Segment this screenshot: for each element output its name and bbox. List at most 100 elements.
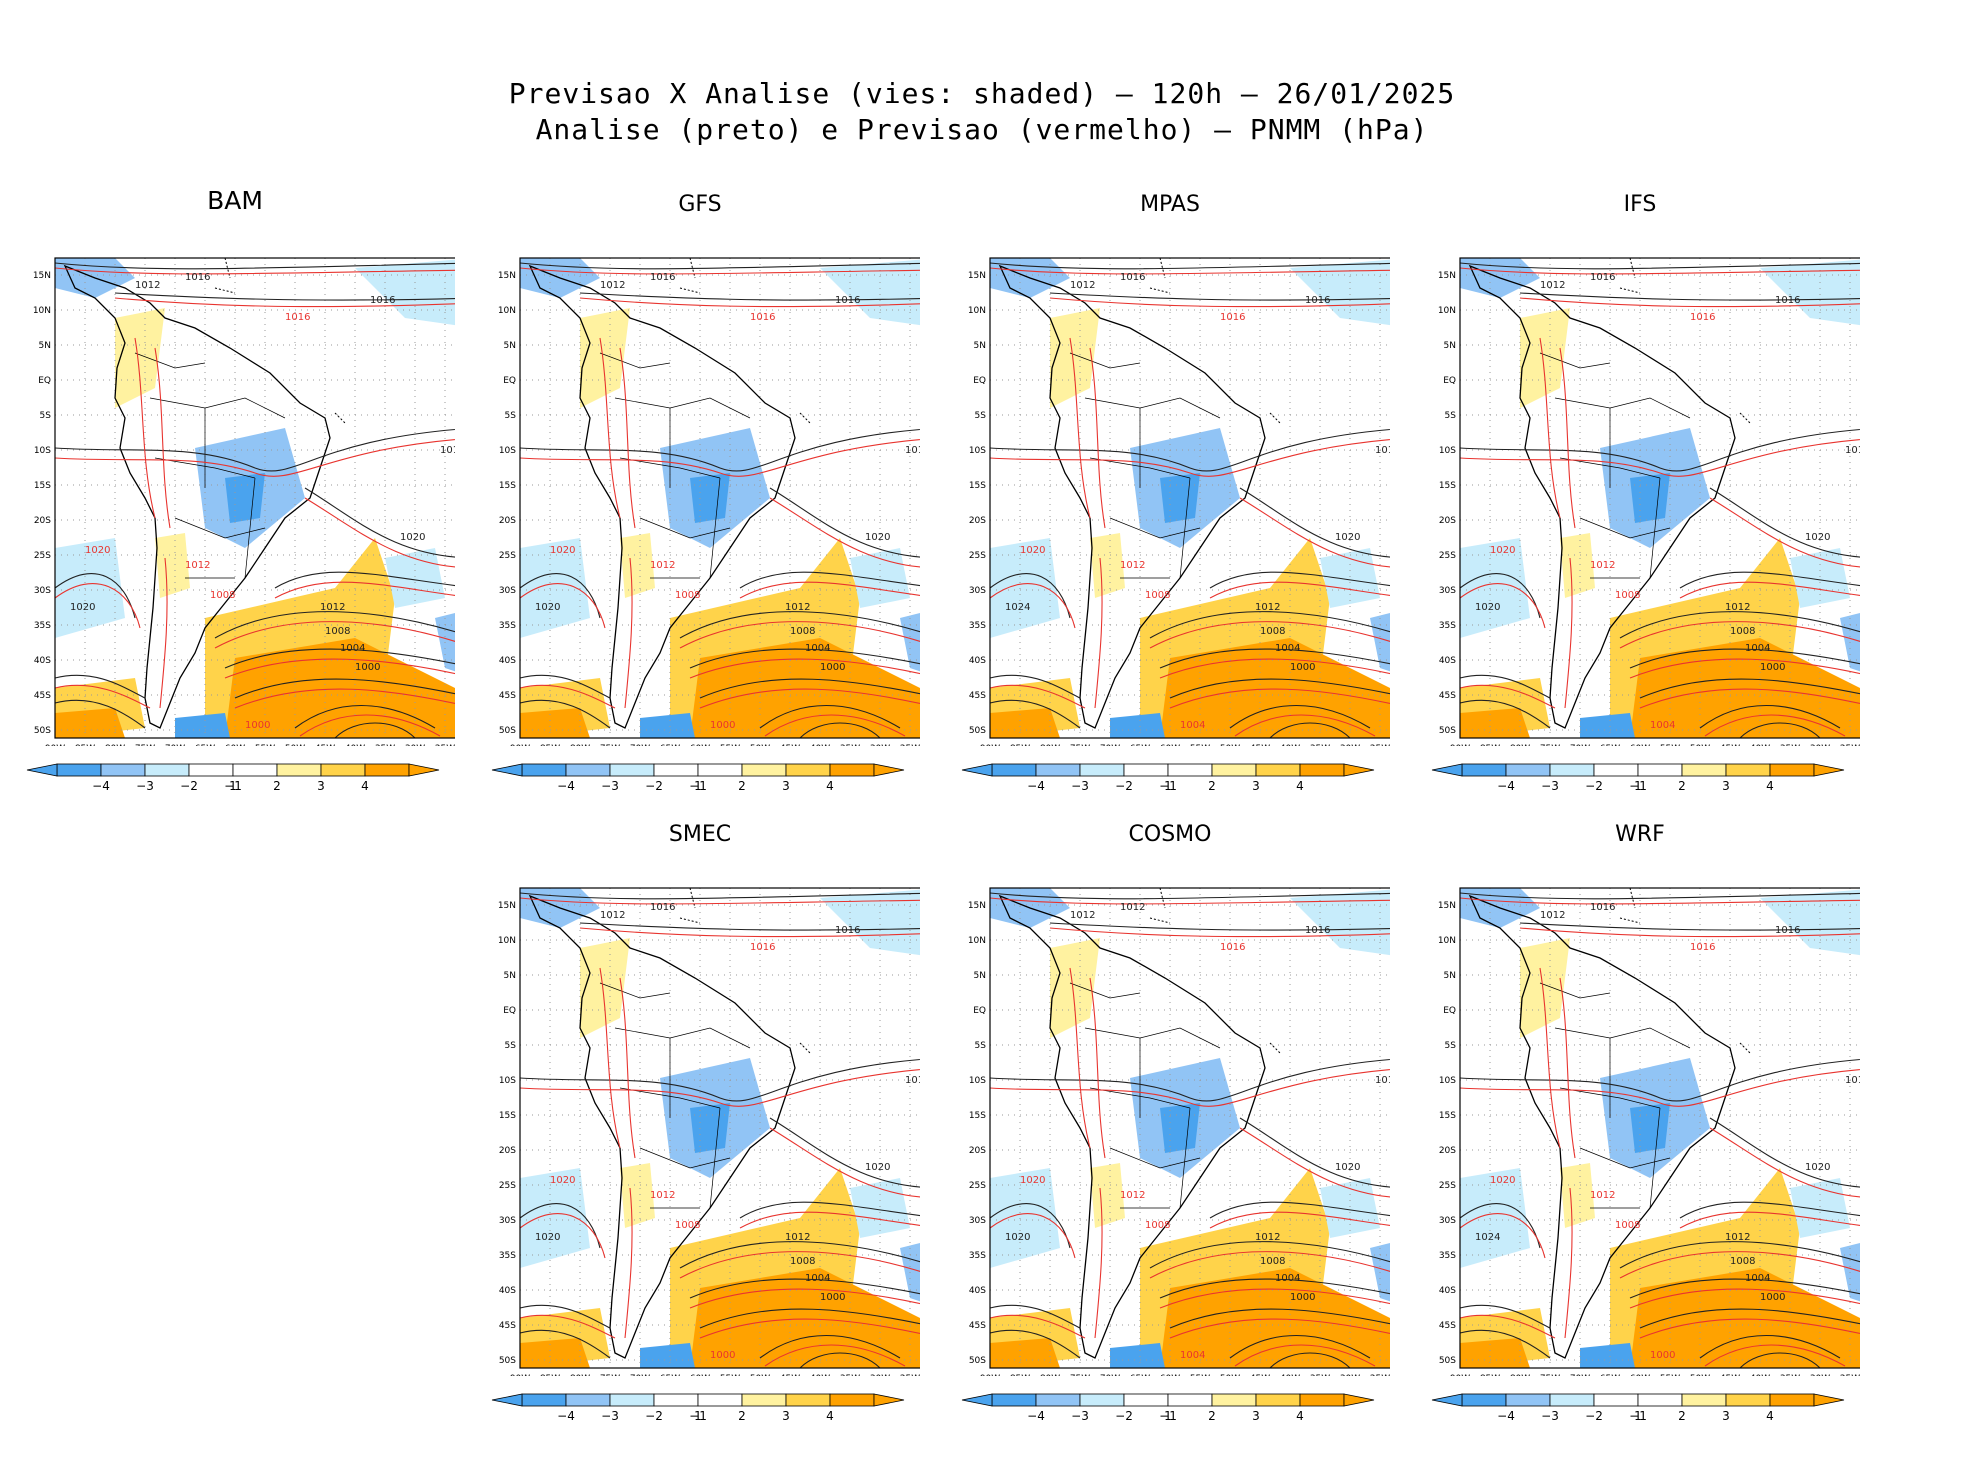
lat-tick-label: 5N xyxy=(1444,341,1456,351)
colorbar-label: 3 xyxy=(317,779,325,793)
colorbar-swatch xyxy=(1725,763,1771,777)
colorbar-swatch xyxy=(276,763,322,777)
lon-tick-label: 25W xyxy=(1840,1374,1860,1376)
lon-tick-label: 40W xyxy=(1750,744,1770,746)
lon-tick-label: 55W xyxy=(1660,1374,1680,1376)
isobar-label: 1016 xyxy=(650,272,675,283)
colorbar-swatch xyxy=(609,1393,655,1407)
lat-tick-label: 45S xyxy=(1439,1321,1456,1331)
isobar-label: 1000 xyxy=(1760,662,1785,673)
lat-tick-label: 15N xyxy=(1438,271,1456,281)
lon-tick-label: 50W xyxy=(1690,1374,1710,1376)
colorbar-label: −2 xyxy=(645,779,663,793)
lon-tick-label: 65W xyxy=(195,744,215,746)
isobar-label: 1020 xyxy=(1005,1232,1030,1243)
lat-tick-label: EQ xyxy=(973,376,986,386)
colorbar-swatch xyxy=(829,1393,875,1407)
lat-tick-label: 40S xyxy=(499,656,516,666)
colorbar-label: 4 xyxy=(1296,779,1304,793)
isobar-label: 1004 xyxy=(805,1273,830,1284)
lat-tick-label: 5S xyxy=(40,411,52,421)
lon-tick-label: 60W xyxy=(1160,744,1180,746)
colorbar-swatch xyxy=(991,763,1037,777)
colorbar-low-arrow xyxy=(961,763,993,777)
colorbar-swatch xyxy=(1549,1393,1595,1407)
lat-tick-label: 5N xyxy=(39,341,51,351)
lat-tick-label: 5S xyxy=(975,1041,987,1051)
forecast-isobars xyxy=(1459,267,1860,737)
map-panel-cosmo: COSMO xyxy=(950,822,1390,1466)
panel-title: WRF xyxy=(1615,822,1665,847)
colorbar-swatch xyxy=(565,763,611,777)
colorbar-label: −3 xyxy=(1541,779,1559,793)
lat-tick-label: 30S xyxy=(1439,1216,1456,1226)
pressure-bias-map: 1016 1016 1016 1012 1012 1008 1004 1000 … xyxy=(480,856,920,1376)
isobar-label: 1020 xyxy=(865,532,890,543)
lon-tick-label: 75W xyxy=(600,744,620,746)
coastline xyxy=(998,264,1266,729)
lat-tick-label: 25S xyxy=(1439,1181,1456,1191)
isobar-label: 1020 xyxy=(1335,532,1360,543)
colorbar-swatch xyxy=(1681,1393,1727,1407)
colorbar: −4 −3 −2 −11 2 3 4 xyxy=(491,1393,905,1423)
isobar-label: 1012 xyxy=(785,1232,810,1243)
colorbar: −4 −3 −2 −11 2 3 4 xyxy=(961,1393,1375,1423)
colorbar-label: −1 xyxy=(689,779,707,793)
lon-tick-label: 90W xyxy=(45,744,65,746)
lat-tick-label: 15S xyxy=(499,1111,516,1121)
lat-tick-label: 10S xyxy=(499,1076,516,1086)
lon-tick-label: 85W xyxy=(540,744,560,746)
lon-tick-label: 85W xyxy=(75,744,95,746)
lon-tick-label: 70W xyxy=(1570,1374,1590,1376)
colorbar-label: 1 xyxy=(694,779,702,793)
lon-tick-label: 30W xyxy=(870,1374,890,1376)
colorbar-swatch xyxy=(653,1393,699,1407)
colorbar-label: 1 xyxy=(1164,779,1172,793)
colorbar-swatch xyxy=(521,1393,567,1407)
colorbar-label: 4 xyxy=(1766,1409,1774,1423)
lon-tick-label: 60W xyxy=(690,744,710,746)
isobar-label: 1012 xyxy=(1590,560,1615,571)
lon-tick-label: 60W xyxy=(690,1374,710,1376)
lat-tick-label: 40S xyxy=(969,1286,986,1296)
isobar-label: 1016 xyxy=(750,942,775,953)
lon-tick-label: 50W xyxy=(1220,1374,1240,1376)
colorbar: −4 −3 −2 −11 2 3 4 xyxy=(1431,763,1845,793)
colorbar-label: −3 xyxy=(601,1409,619,1423)
isobar-label: 1008 xyxy=(675,590,700,601)
forecast-isobars xyxy=(519,897,920,1367)
colorbar-swatch xyxy=(1549,763,1595,777)
lon-tick-label: 55W xyxy=(720,1374,740,1376)
lon-tick-label: 40W xyxy=(810,1374,830,1376)
isobar-label: 1016 xyxy=(370,295,395,306)
lon-tick-label: 35W xyxy=(840,744,860,746)
isobar-label: 1012 xyxy=(1540,280,1565,291)
lon-tick-label: 75W xyxy=(1070,1374,1090,1376)
lat-tick-label: 50S xyxy=(1439,726,1456,736)
colorbar-label: −2 xyxy=(180,779,198,793)
isobar-label: 1012 xyxy=(1540,910,1565,921)
isobar-label: 1020 xyxy=(1490,1175,1515,1186)
colorbar-low-arrow xyxy=(961,1393,993,1407)
colorbar-swatch xyxy=(1211,763,1257,777)
lat-tick-label: 5N xyxy=(974,341,986,351)
lat-tick-label: 25S xyxy=(969,1181,986,1191)
lon-tick-label: 55W xyxy=(720,744,740,746)
lat-tick-label: 10S xyxy=(969,446,986,456)
lon-tick-label: 30W xyxy=(1340,744,1360,746)
isobar-label: 1020 xyxy=(1335,1162,1360,1173)
lat-tick-label: EQ xyxy=(973,1006,986,1016)
lat-tick-label: 15S xyxy=(34,481,51,491)
lat-tick-label: EQ xyxy=(1443,376,1456,386)
lon-tick-label: 70W xyxy=(165,744,185,746)
colorbar-swatch xyxy=(565,1393,611,1407)
isobar-label: 1012 xyxy=(1070,280,1095,291)
colorbar-label: −4 xyxy=(1027,1409,1045,1423)
colorbar-swatch xyxy=(829,763,875,777)
lat-tick-label: 40S xyxy=(1439,656,1456,666)
colorbar-label: −4 xyxy=(1497,1409,1515,1423)
lat-tick-label: 15S xyxy=(1439,1111,1456,1121)
lon-tick-label: 35W xyxy=(1310,744,1330,746)
lon-tick-label: 90W xyxy=(510,744,530,746)
forecast-isobars xyxy=(989,897,1390,1367)
